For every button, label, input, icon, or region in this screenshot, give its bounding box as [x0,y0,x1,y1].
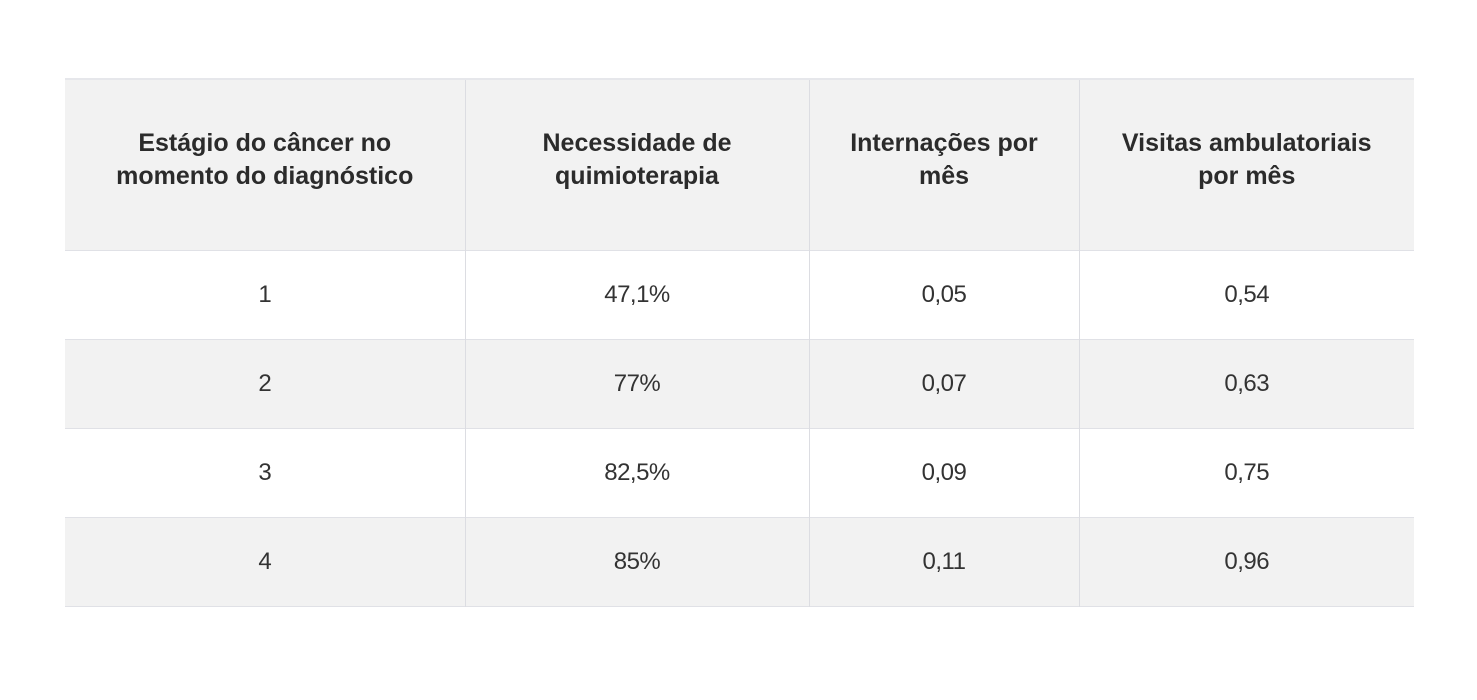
cell-stage: 2 [65,339,466,428]
table-body: 1 47,1% 0,05 0,54 2 77% 0,07 0,63 3 82,5… [65,250,1414,606]
cell-hospitalizations: 0,09 [808,428,1080,517]
header-outpatient-visits-per-month: Visitas ambulatoriais por mês [1078,79,1414,250]
cell-hospitalizations: 0,05 [808,250,1080,339]
cell-stage: 4 [65,517,466,606]
header-chemotherapy-need: Necessidade de quimioterapia [464,79,810,250]
cell-outpatient-visits: 0,54 [1078,250,1414,339]
cell-chemotherapy: 77% [464,339,810,428]
cell-chemotherapy: 85% [464,517,810,606]
table-row: 4 85% 0,11 0,96 [65,517,1414,606]
cancer-stage-table: Estágio do câncer no momento do diagnóst… [65,78,1414,607]
cell-stage: 3 [65,428,466,517]
table-row: 2 77% 0,07 0,63 [65,339,1414,428]
table-row: 3 82,5% 0,09 0,75 [65,428,1414,517]
cell-hospitalizations: 0,07 [808,339,1080,428]
cell-outpatient-visits: 0,63 [1078,339,1414,428]
cell-outpatient-visits: 0,96 [1078,517,1414,606]
cell-chemotherapy: 47,1% [464,250,810,339]
table-header: Estágio do câncer no momento do diagnóst… [65,79,1414,250]
header-row: Estágio do câncer no momento do diagnóst… [65,79,1414,250]
cell-stage: 1 [65,250,466,339]
cell-outpatient-visits: 0,75 [1078,428,1414,517]
cell-hospitalizations: 0,11 [808,517,1080,606]
header-hospitalizations-per-month: Internações por mês [808,79,1080,250]
data-table-container: Estágio do câncer no momento do diagnóst… [65,78,1414,607]
header-cancer-stage: Estágio do câncer no momento do diagnóst… [65,79,466,250]
cell-chemotherapy: 82,5% [464,428,810,517]
table-row: 1 47,1% 0,05 0,54 [65,250,1414,339]
